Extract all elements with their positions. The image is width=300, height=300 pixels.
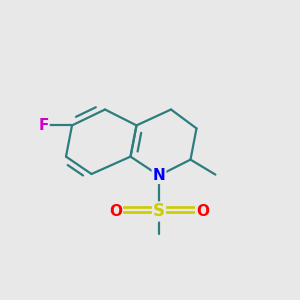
Text: F: F (38, 118, 49, 133)
Text: N: N (153, 168, 165, 183)
Text: S: S (153, 202, 165, 220)
Text: O: O (109, 204, 122, 219)
Text: O: O (196, 204, 209, 219)
